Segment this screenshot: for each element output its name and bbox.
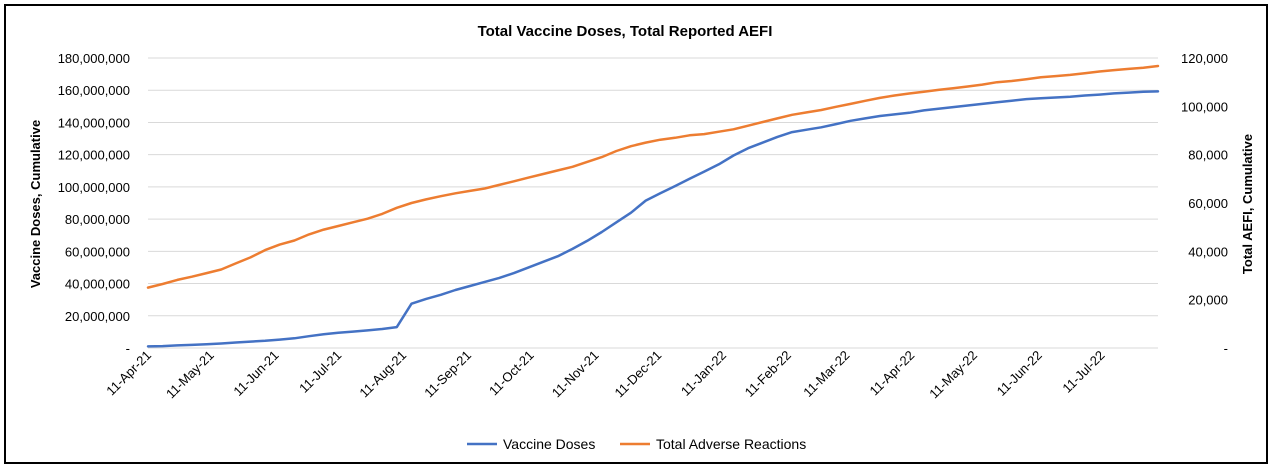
y-axis-ticks: - 20,000,000 40,000,000 60,000,000 80,000,00… [58,51,130,356]
x-tick-label: 11-Jul-21 [296,348,344,396]
y-tick-label: 100,000,000 [58,180,130,195]
series-line-total-adverse-reactions [146,64,1160,289]
x-tick-label: 11-Dec-21 [612,348,665,401]
y2-tick-label: 40,000 [1188,244,1228,259]
y-tick-label: 140,000,000 [58,115,130,130]
x-tick-label: 11-Jul-22 [1059,348,1107,396]
x-tick-label: 11-May-22 [926,348,980,402]
x-tick-label: 11-Jun-21 [230,348,281,399]
series-group [146,64,1160,348]
x-tick-label: 11-Jun-22 [994,348,1045,399]
y2-tick-label: 60,000 [1188,196,1228,211]
y-tick-label: 60,000,000 [65,244,130,259]
y-tick-label: 40,000,000 [65,277,130,292]
chart-title: Total Vaccine Doses, Total Reported AEFI [478,23,773,40]
y2-tick-label: 80,000 [1188,148,1228,163]
x-tick-label: 11-Oct-21 [486,348,537,399]
legend-label: Vaccine Doses [503,436,595,452]
x-tick-label: 11-Jan-22 [678,348,729,399]
y-tick-label: 20,000,000 [65,309,130,324]
legend-label: Total Adverse Reactions [656,436,806,452]
y2-tick-label: - [1224,341,1228,356]
x-tick-label: 11-Apr-22 [867,348,918,399]
y2-tick-label: 100,000 [1181,99,1228,114]
legend: Vaccine Doses Total Adverse Reactions [467,436,806,452]
x-tick-label: 11-Aug-21 [356,348,409,401]
x-axis-ticks: 11-Apr-21 11-May-21 11-Jun-21 11-Jul-21 11-A… [103,348,1107,402]
x-tick-label: 11-Feb-22 [742,348,794,400]
y-axis-title: Vaccine Doses, Cumulative [28,120,43,288]
series-line-vaccine-doses [146,90,1160,348]
y-tick-label: 80,000,000 [65,212,130,227]
y-tick-label: 120,000,000 [58,148,130,163]
x-tick-label: 11-Nov-21 [549,348,602,401]
y-tick-label: - [126,341,130,356]
x-tick-label: 11-Mar-22 [800,348,852,400]
y2-axis-title: Total AEFI, Cumulative [1240,134,1255,274]
y2-tick-label: 120,000 [1181,51,1228,66]
gridlines [148,57,1158,317]
x-tick-label: 11-Sep-21 [421,348,474,401]
y-tick-label: 180,000,000 [58,51,130,66]
y2-axis-ticks: - 20,000 40,000 60,000 80,000 100,000 120,000 [1181,51,1228,356]
chart-frame [4,4,1268,464]
y-tick-label: 160,000,000 [58,83,130,98]
y2-tick-label: 20,000 [1188,293,1228,308]
x-tick-label: 11-May-21 [163,348,217,402]
